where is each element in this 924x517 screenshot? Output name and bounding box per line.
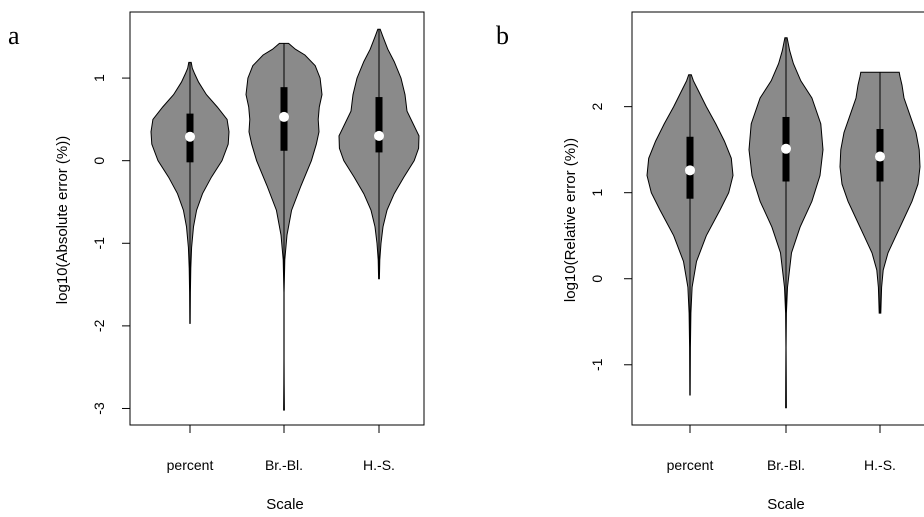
- plot-frame-b: [631, 11, 924, 426]
- median-b-0: [685, 165, 695, 176]
- x-tick-label-b-0: percent: [667, 457, 714, 473]
- median-a-1: [279, 111, 289, 122]
- y-tick-label-a-1: -2: [91, 319, 107, 332]
- x-axis-title-b: Scale: [767, 496, 805, 513]
- median-b-1: [781, 143, 791, 154]
- x-axis-a: percent Br.-Bl. H.-S.: [167, 425, 395, 473]
- x-tick-label-b-1: Br.-Bl.: [767, 457, 805, 473]
- y-axis-title-a: log10(Absolute error (%)): [54, 136, 71, 304]
- x-axis-b: percent Br.-Bl. H.-S.: [667, 425, 896, 473]
- y-tick-label-a-0: -3: [91, 402, 107, 415]
- panel-letter-a: a: [8, 21, 20, 50]
- violins-b: [646, 37, 921, 409]
- panel-a: a -3 -2 -1 0 1 percent Br.-Bl. H.-S. Scale log…: [8, 11, 425, 513]
- panel-b: b -1 0 1 2 percent Br.-Bl. H.-S. Scale log10(…: [496, 11, 924, 513]
- y-tick-label-b-1: 0: [589, 275, 605, 283]
- median-a-2: [374, 130, 384, 141]
- y-tick-label-b-0: -1: [589, 358, 605, 371]
- x-tick-label-b-2: H.-S.: [864, 457, 896, 473]
- x-tick-label-a-2: H.-S.: [363, 457, 395, 473]
- panel-letter-b: b: [496, 21, 509, 50]
- x-tick-label-a-1: Br.-Bl.: [265, 457, 303, 473]
- y-tick-label-a-4: 1: [91, 74, 107, 82]
- violins-a: [150, 28, 420, 411]
- x-tick-label-a-0: percent: [167, 457, 214, 473]
- y-tick-label-b-2: 1: [589, 189, 605, 197]
- y-axis-title-b: log10(Relative error (%)): [562, 138, 579, 302]
- y-axis-b: -1 0 1 2: [589, 103, 632, 371]
- y-axis-a: -3 -2 -1 0 1: [91, 74, 130, 415]
- median-b-2: [875, 151, 885, 162]
- box-a-2: [375, 97, 383, 153]
- y-tick-label-a-3: 0: [91, 157, 107, 165]
- y-tick-label-b-3: 2: [589, 103, 605, 111]
- plot-frame-a: [129, 11, 425, 426]
- y-tick-label-a-2: -1: [91, 237, 107, 250]
- x-axis-title-a: Scale: [266, 496, 304, 513]
- median-a-0: [185, 131, 195, 142]
